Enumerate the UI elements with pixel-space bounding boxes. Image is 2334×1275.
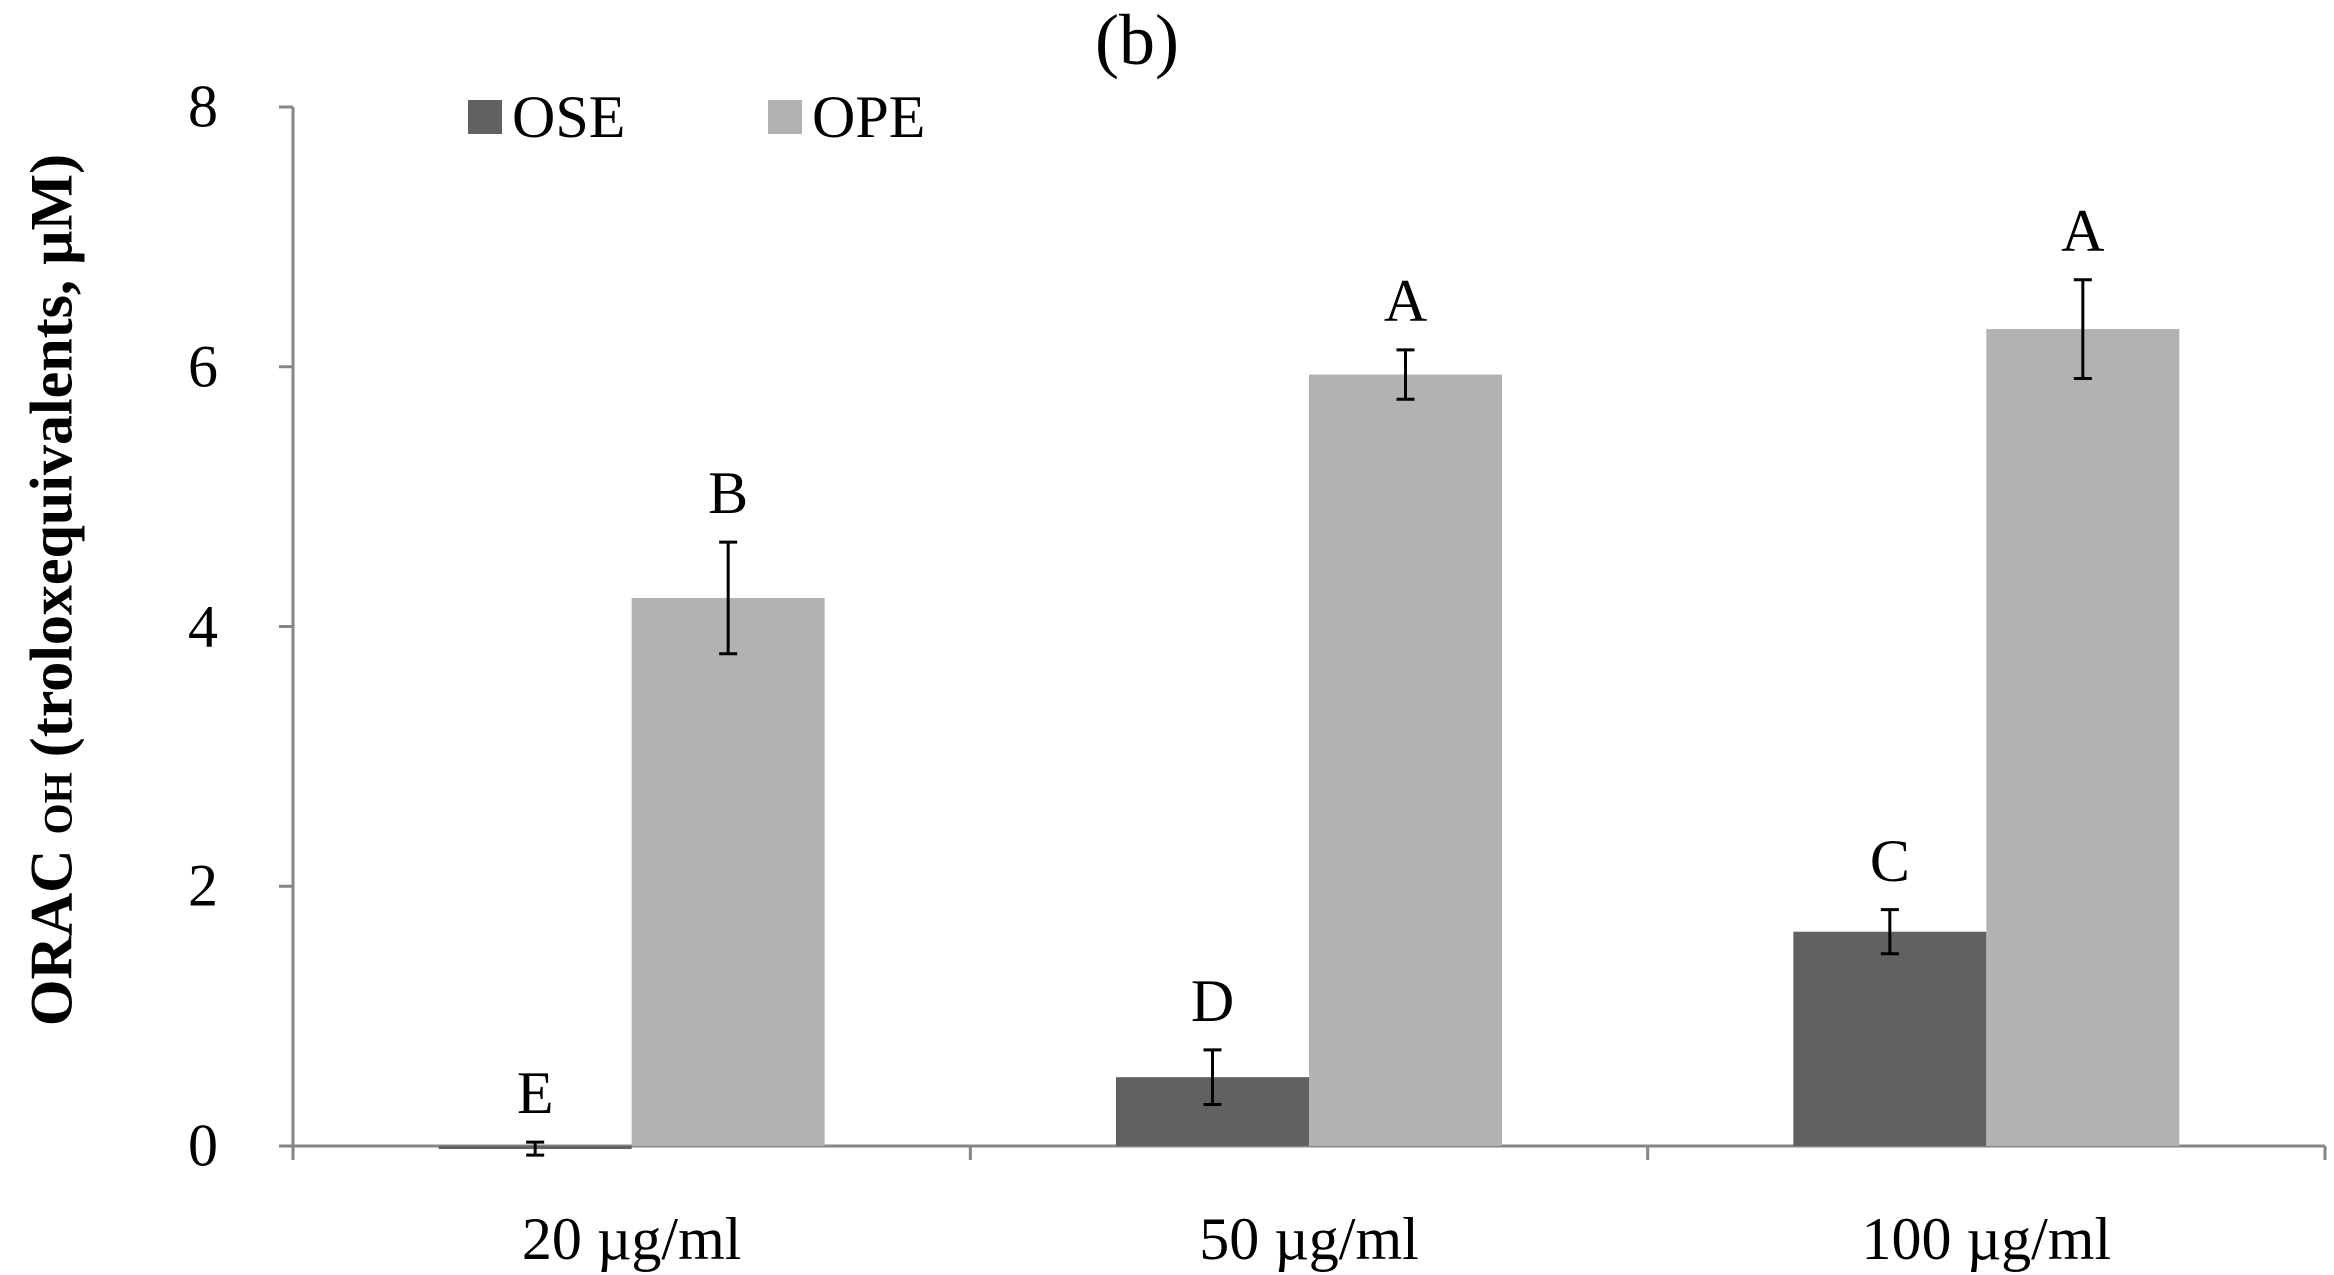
legend-item-ose: OSE xyxy=(468,82,625,152)
legend-swatch-ope xyxy=(768,100,802,134)
y-tick-label: 2 xyxy=(188,852,218,919)
bar-ope xyxy=(1309,374,1502,1147)
legend-label-ose: OSE xyxy=(512,83,626,150)
significance-letter: B xyxy=(708,460,749,527)
significance-letter: E xyxy=(516,1060,554,1127)
chart-title: (b) xyxy=(1095,0,1179,80)
y-tick-label: 6 xyxy=(188,333,218,400)
significance-letter: D xyxy=(1190,967,1235,1034)
bar-ope xyxy=(1986,329,2180,1146)
x-tick-label: 20 µg/ml xyxy=(521,1206,742,1272)
bar-ope xyxy=(631,597,825,1146)
x-tick-label: 100 µg/ml xyxy=(1861,1206,2112,1272)
y-tick-label: 0 xyxy=(188,1112,218,1179)
significance-letter: A xyxy=(2061,197,2105,264)
y-tick-label: 8 xyxy=(188,73,218,140)
legend-label-ope: OPE xyxy=(812,83,926,150)
x-tick-label: 50 µg/ml xyxy=(1199,1206,1419,1272)
legend-swatch-ose xyxy=(468,100,502,134)
significance-letter: C xyxy=(1869,827,1910,894)
y-tick-label: 4 xyxy=(188,593,218,659)
legend-item-ope: OPE xyxy=(768,82,925,152)
significance-letter: A xyxy=(1383,267,1428,334)
bar-ose xyxy=(1793,931,1987,1146)
